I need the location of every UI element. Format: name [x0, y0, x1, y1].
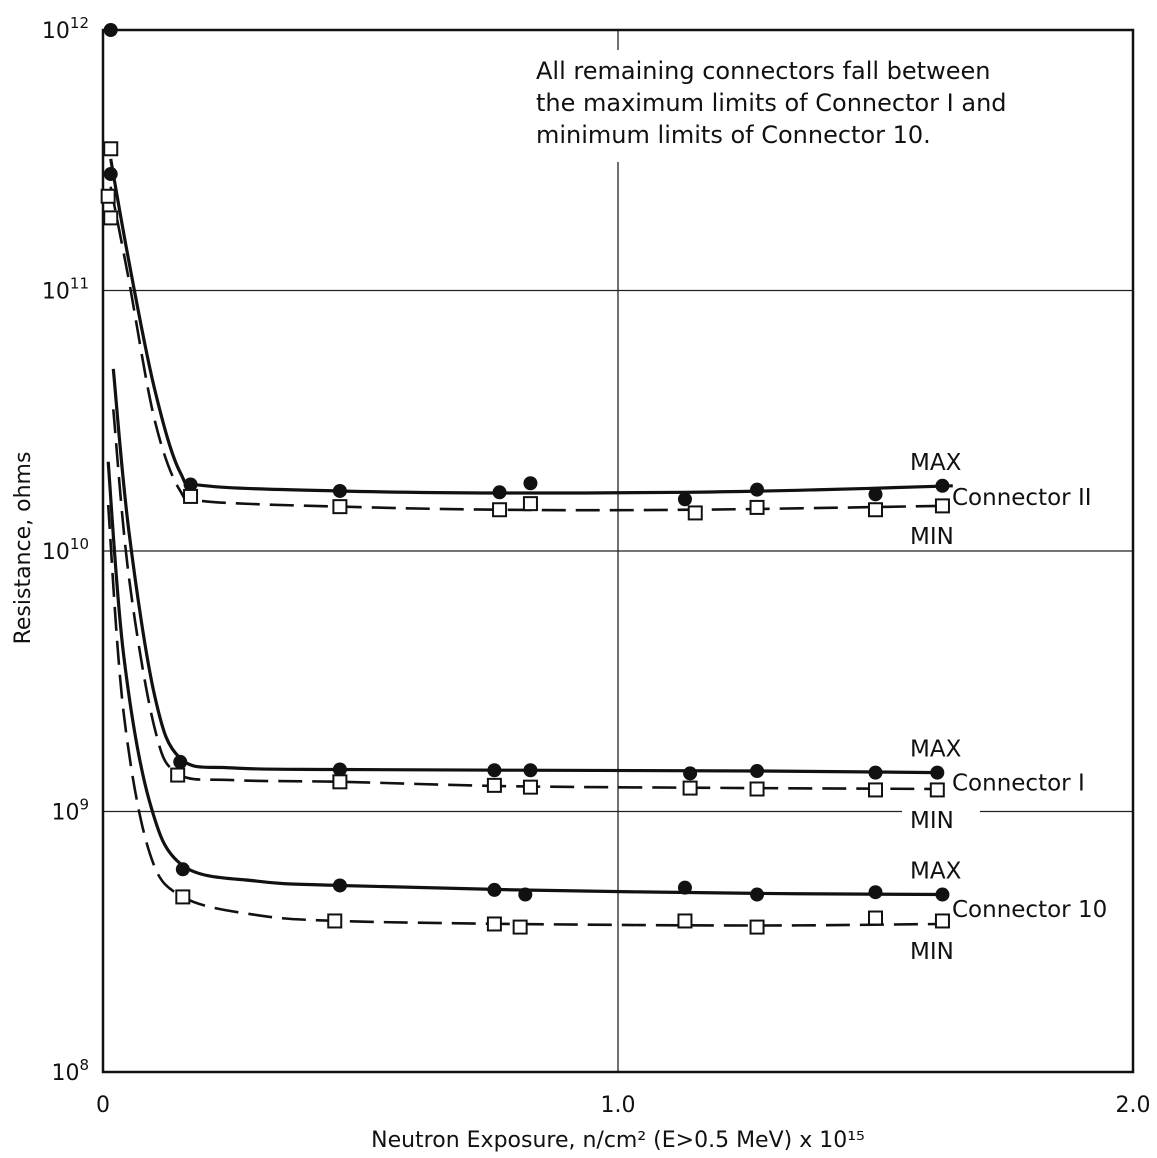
max-data-point: [332, 878, 347, 893]
max-curve: [109, 158, 953, 495]
y-tick-label: 1010: [42, 535, 89, 565]
min-data-point: [682, 780, 698, 796]
max-data-point: [175, 862, 190, 877]
min-data-point: [332, 774, 348, 790]
min-data-point: [103, 210, 119, 226]
max-data-point: [173, 754, 188, 769]
max-data-point: [750, 482, 765, 497]
y-tick-label: 1011: [42, 275, 89, 305]
x-tick-label: 1.0: [601, 1093, 636, 1118]
connector-name-label: Connector 10: [952, 897, 1107, 923]
max-label: MAX: [910, 450, 962, 476]
y-tick-label: 1012: [42, 14, 89, 44]
y-axis-title: Resistance, ohms: [11, 452, 36, 645]
max-label: MAX: [910, 737, 962, 763]
max-data-point: [103, 23, 118, 37]
max-data-point: [487, 763, 502, 778]
max-data-point: [868, 487, 883, 502]
min-data-point: [486, 916, 502, 932]
max-data-point: [677, 880, 692, 895]
min-data-point: [934, 913, 950, 929]
max-data-point: [523, 763, 538, 778]
min-data-point: [183, 488, 199, 504]
annotation-line: the maximum limits of Connector I and: [536, 89, 1007, 117]
max-data-point: [683, 766, 698, 781]
annotation-background: [525, 50, 1085, 162]
min-data-point: [868, 502, 883, 518]
min-data-point: [100, 188, 116, 204]
annotation: All remaining connectors fall between the…: [525, 50, 1085, 162]
min-label: MIN: [910, 808, 954, 834]
min-data-point: [749, 499, 765, 515]
max-data-point: [103, 167, 118, 182]
series-labels: MAX MIN Connector II MAX MIN Connector I MAX MI…: [902, 450, 1107, 965]
label-mask: [902, 803, 980, 836]
max-data-point: [930, 765, 945, 780]
max-data-point: [518, 887, 533, 902]
max-data-point: [935, 887, 950, 902]
max-data-point: [487, 882, 502, 897]
max-curve: [111, 368, 938, 775]
min-data-point: [512, 919, 528, 935]
max-data-point: [750, 764, 765, 779]
min-data-point: [677, 913, 693, 929]
max-data-point: [868, 765, 883, 780]
min-data-point: [175, 889, 191, 905]
min-data-point: [327, 913, 343, 929]
min-data-point: [486, 777, 502, 793]
min-data-point: [749, 919, 765, 935]
min-data-point: [522, 496, 538, 512]
min-data-point: [934, 498, 950, 514]
min-data-point: [103, 141, 119, 157]
plot-frame: [101, 28, 1135, 1074]
min-curve: [106, 505, 943, 927]
data-points: [100, 23, 950, 935]
axis-ticks: 0 1.0 2.0 108 109 1010 1011 1012: [42, 14, 1151, 1118]
min-data-point: [749, 781, 765, 797]
max-data-point: [183, 477, 198, 492]
max-data-point: [332, 483, 347, 498]
max-data-point: [935, 478, 950, 493]
min-curve: [112, 409, 938, 791]
max-data-point: [677, 492, 692, 507]
annotation-line: minimum limits of Connector 10.: [536, 121, 931, 149]
max-data-point: [868, 885, 883, 900]
min-data-point: [687, 505, 703, 521]
max-data-point: [523, 476, 538, 491]
max-data-point: [750, 887, 765, 902]
connector-name-label: Connector I: [952, 770, 1085, 796]
min-label: MIN: [910, 939, 954, 965]
max-curve: [106, 461, 943, 897]
min-data-point: [492, 502, 508, 518]
fit-curves: [106, 158, 953, 927]
x-tick-label: 2.0: [1116, 1093, 1151, 1118]
min-curve: [109, 186, 943, 512]
min-data-point: [868, 782, 883, 798]
min-data-point: [332, 499, 348, 515]
max-data-point: [332, 762, 347, 777]
min-data-point: [929, 782, 945, 798]
max-data-point: [492, 485, 507, 500]
min-data-point: [170, 767, 186, 783]
min-label: MIN: [910, 524, 954, 550]
annotation-line: All remaining connectors fall between: [536, 57, 990, 85]
y-tick-label: 109: [51, 796, 89, 826]
min-data-point: [522, 779, 538, 795]
x-tick-label: 0: [96, 1093, 110, 1118]
max-label: MAX: [910, 859, 962, 885]
connector-name-label: Connector II: [952, 485, 1092, 511]
min-data-point: [868, 910, 883, 926]
y-tick-label: 108: [51, 1056, 89, 1086]
x-axis-title: Neutron Exposure, n/cm² (E>0.5 MeV) x 10…: [371, 1128, 865, 1153]
